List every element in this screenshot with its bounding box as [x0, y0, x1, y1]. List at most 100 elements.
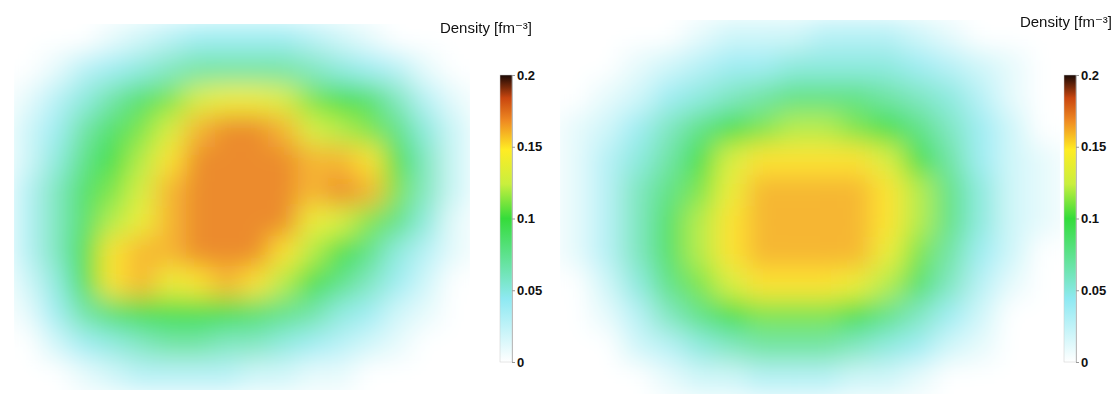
- density-cell: [840, 362, 873, 394]
- tick-mark: [512, 290, 515, 291]
- density-cell: [747, 331, 780, 364]
- density-cell: [653, 268, 686, 301]
- density-cell: [1028, 362, 1060, 394]
- density-cell: [99, 84, 130, 117]
- density-cell: [684, 206, 717, 239]
- density-cell: [965, 237, 998, 270]
- density-cell: [42, 54, 73, 87]
- density-cell: [747, 50, 780, 83]
- density-cell: [809, 362, 842, 394]
- density-cell: [622, 50, 655, 83]
- density-cell: [997, 237, 1030, 270]
- density-cell: [270, 206, 301, 239]
- density-cell: [99, 237, 130, 270]
- density-cell: [270, 115, 301, 148]
- density-cell: [327, 328, 358, 361]
- density-cell: [156, 115, 187, 148]
- density-cell: [560, 268, 592, 301]
- density-cell: [809, 81, 842, 114]
- density-cell: [156, 206, 187, 239]
- density-cell: [384, 145, 415, 178]
- density-cell: [903, 175, 936, 208]
- density-cell: [241, 145, 272, 178]
- colorbar-axis: 00.050.10.150.2: [1076, 68, 1106, 370]
- density-cell: [965, 144, 998, 177]
- density-cell: [412, 115, 443, 148]
- density-cell: [14, 267, 44, 300]
- density-cell: [1028, 113, 1060, 146]
- density-cell: [384, 24, 415, 56]
- density-cell: [70, 206, 101, 239]
- tick-label: 0.15: [1081, 139, 1106, 154]
- density-cell: [270, 54, 301, 87]
- density-cell: [241, 176, 272, 209]
- density-cell: [560, 300, 592, 333]
- colorbar-axis-line: [1077, 76, 1080, 363]
- density-cell: [213, 115, 244, 148]
- tick-label: 0.2: [517, 68, 535, 83]
- density-cell: [965, 331, 998, 364]
- density-cell: [622, 237, 655, 270]
- density-cell: [778, 268, 811, 301]
- density-cell: [441, 328, 471, 361]
- density-cell: [355, 298, 386, 331]
- density-cell: [560, 20, 592, 52]
- density-cell: [213, 328, 244, 361]
- density-cell: [590, 144, 623, 177]
- density-cell: [778, 20, 811, 52]
- density-cell: [872, 237, 905, 270]
- density-cell: [684, 50, 717, 83]
- density-cell: [241, 24, 272, 56]
- density-cell: [156, 54, 187, 87]
- density-cell: [809, 331, 842, 364]
- density-cell: [213, 206, 244, 239]
- density-cell: [156, 176, 187, 209]
- density-cell: [778, 331, 811, 364]
- density-cell: [99, 298, 130, 331]
- density-cell: [934, 144, 967, 177]
- density-cell: [384, 359, 415, 391]
- density-cell: [840, 81, 873, 114]
- colorbar-tick: 0.1: [1076, 211, 1099, 226]
- density-cell: [184, 84, 215, 117]
- density-cell: [653, 113, 686, 146]
- plot-area: [560, 20, 1060, 394]
- density-cell: [684, 20, 717, 52]
- density-cell: [70, 145, 101, 178]
- density-cell: [622, 81, 655, 114]
- density-cell: [184, 298, 215, 331]
- tick-mark: [1076, 147, 1079, 148]
- density-cell: [184, 54, 215, 87]
- colorbar-tick: 0.2: [512, 68, 535, 83]
- density-cell: [715, 331, 748, 364]
- density-cell: [747, 113, 780, 146]
- density-cell: [42, 115, 73, 148]
- colorbar-title: Density [fm⁻³]: [1020, 13, 1112, 30]
- density-cell: [99, 54, 130, 87]
- density-cell: [653, 331, 686, 364]
- density-cell: [213, 84, 244, 117]
- density-cell: [872, 50, 905, 83]
- density-cell: [355, 359, 386, 391]
- density-cell: [590, 268, 623, 301]
- density-cell: [997, 144, 1030, 177]
- density-cell: [997, 175, 1030, 208]
- density-cell: [42, 237, 73, 270]
- density-cell: [997, 268, 1030, 301]
- density-cell: [747, 175, 780, 208]
- density-cell: [298, 298, 329, 331]
- density-cell: [241, 298, 272, 331]
- density-cell: [241, 54, 272, 87]
- density-cell: [270, 298, 301, 331]
- density-cell: [184, 237, 215, 270]
- density-cell: [1028, 237, 1060, 270]
- density-cell: [14, 206, 44, 239]
- figure: 00.050.10.150.2Density [fm⁻³]00.050.10.1…: [0, 0, 1116, 394]
- density-cell: [156, 267, 187, 300]
- density-cell: [872, 362, 905, 394]
- density-cell: [156, 359, 187, 391]
- density-cell: [327, 115, 358, 148]
- density-cell: [653, 300, 686, 333]
- colorbar-tick: 0: [1076, 355, 1088, 370]
- colorbar-tick: 0.2: [1076, 68, 1099, 83]
